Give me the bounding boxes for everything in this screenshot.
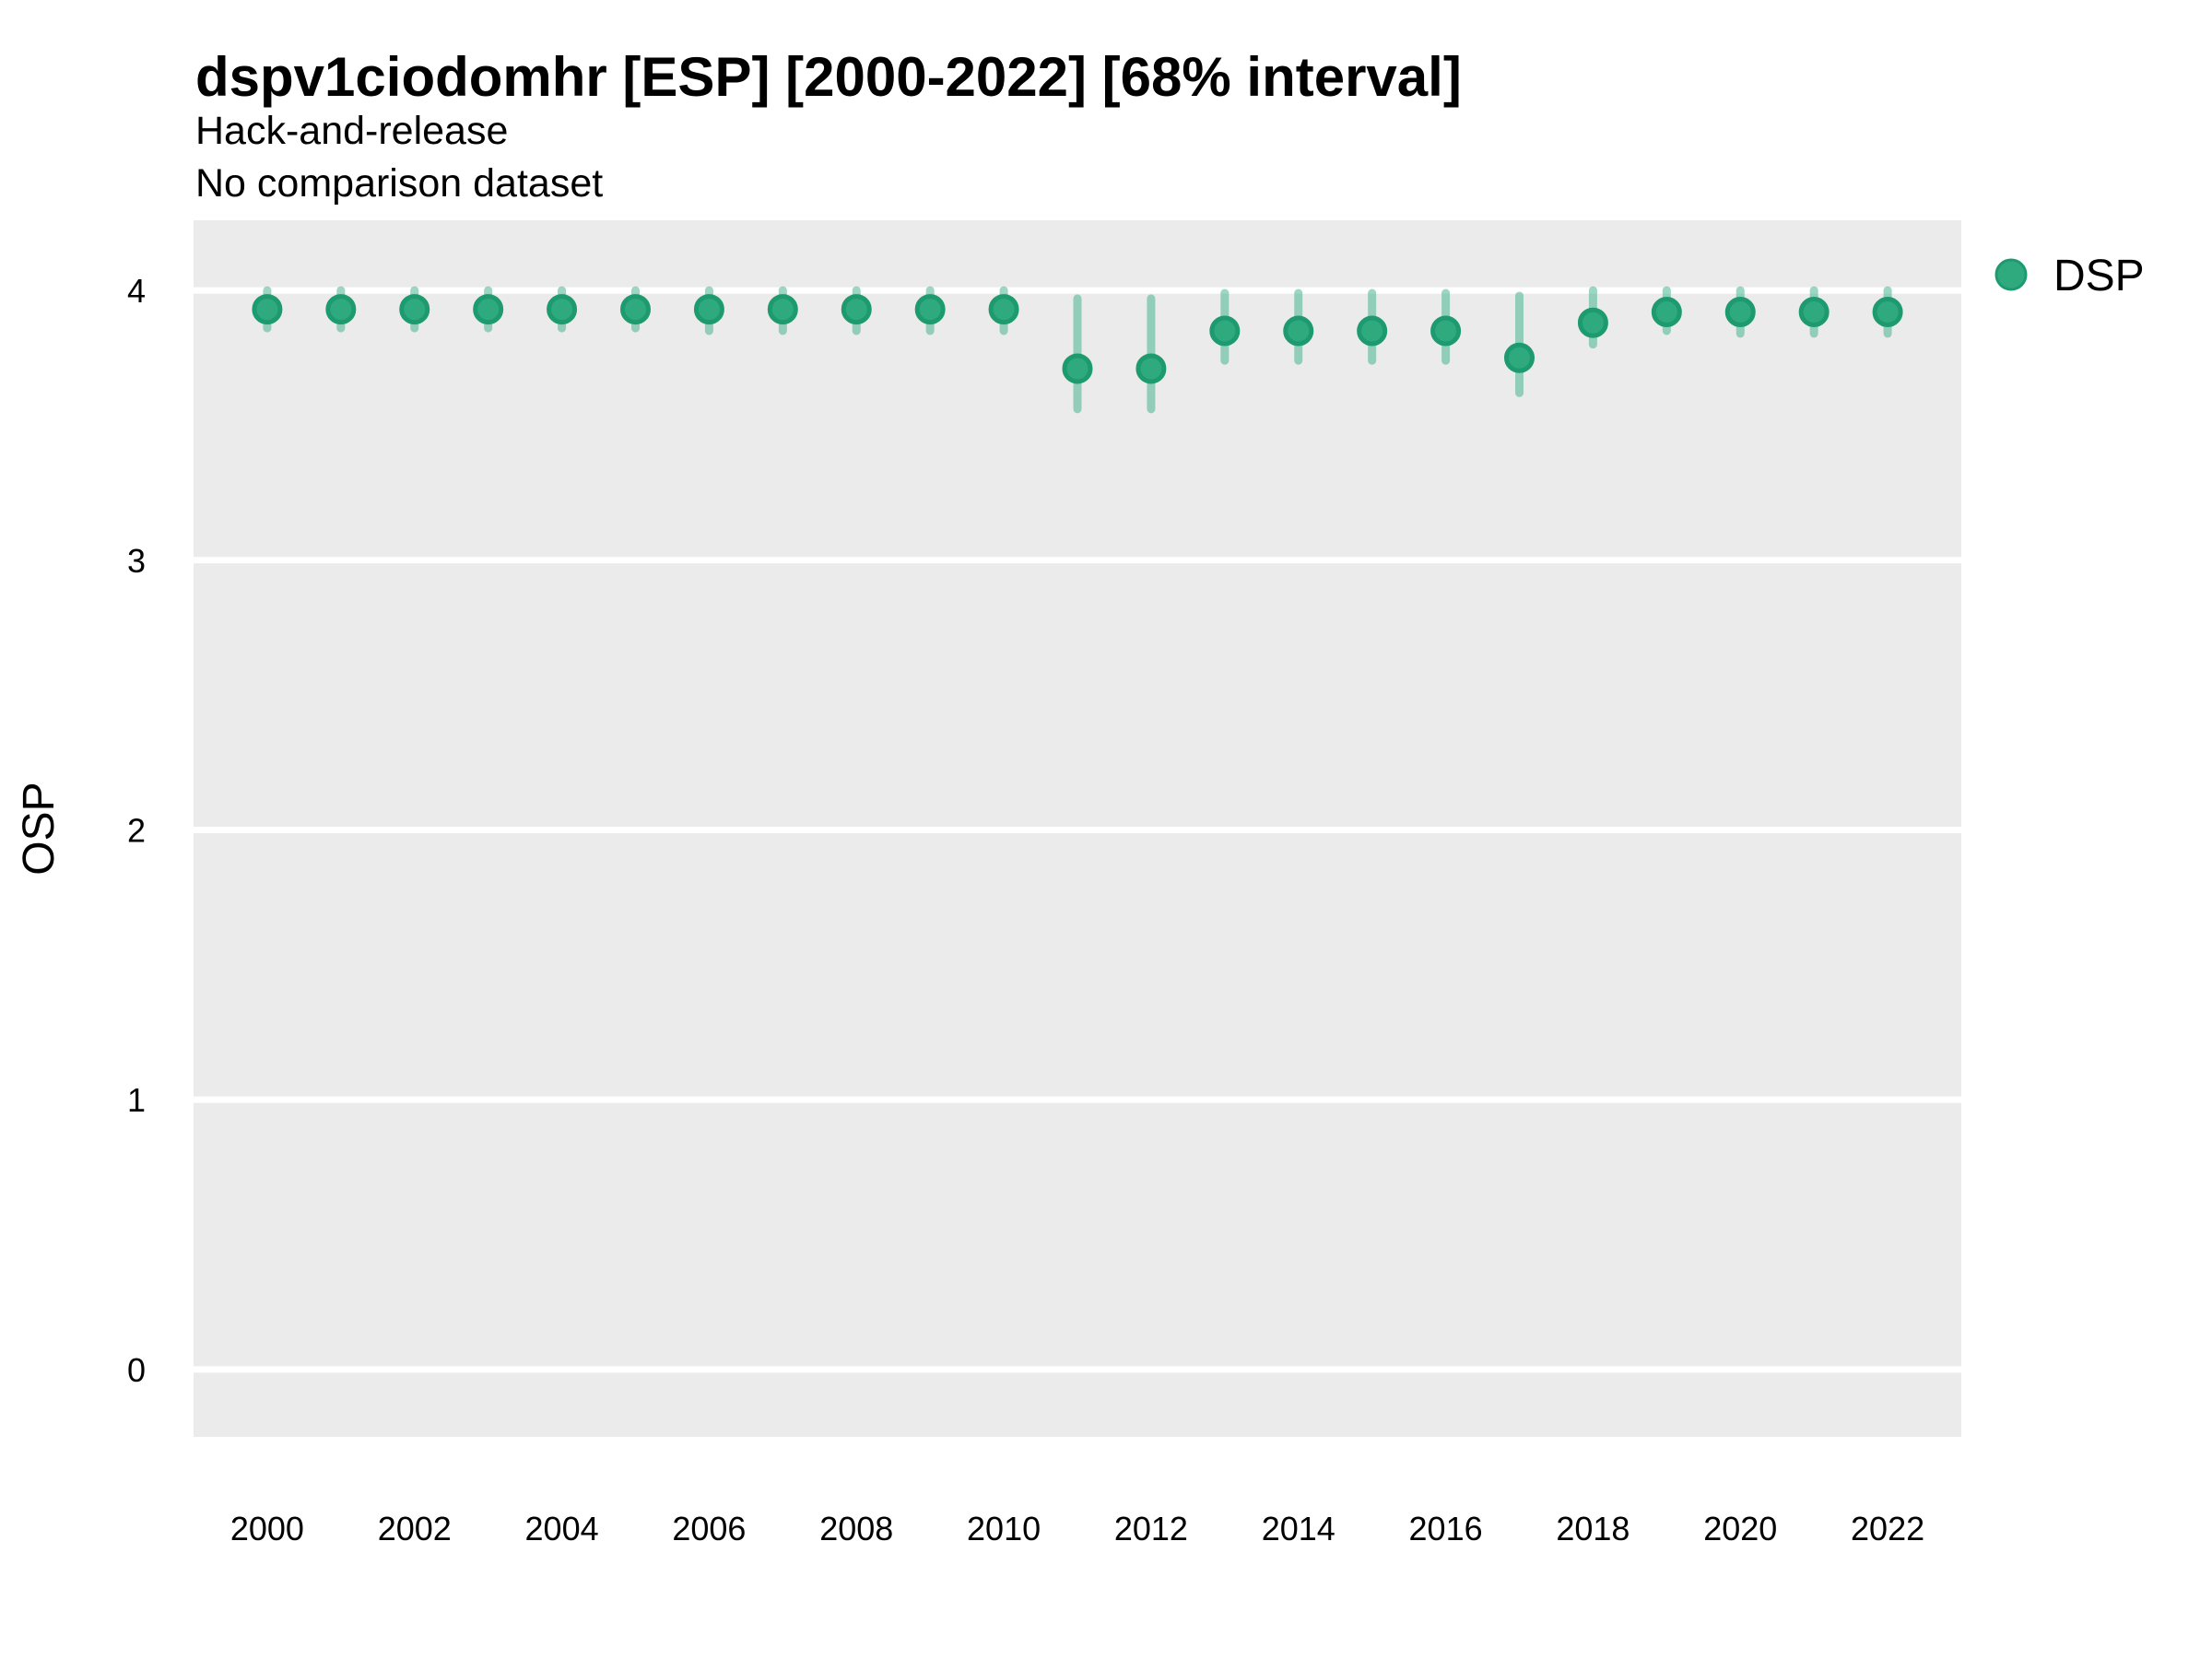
data-point-2004 [547,294,578,325]
x-tick-label-2014: 2014 [1262,1510,1335,1547]
data-point-2017 [1504,342,1535,373]
data-point-2006 [693,294,724,325]
x-tick-label-2018: 2018 [1556,1510,1630,1547]
data-point-2011 [1062,353,1093,384]
data-point-2003 [473,294,504,325]
data-point-2002 [399,294,430,325]
data-point-2018 [1577,307,1608,338]
y-tick-label-1: 1 [127,1081,146,1119]
legend-point-icon [1994,258,2028,291]
data-point-2007 [767,294,798,325]
data-point-2021 [1798,297,1830,328]
data-point-2014 [1283,315,1314,347]
data-point-2012 [1135,353,1167,384]
data-point-2008 [841,294,872,325]
data-point-2005 [620,294,651,325]
legend-label: DSP [2053,252,2145,300]
y-axis-title: OSP [15,782,64,875]
data-point-2016 [1430,315,1462,347]
data-point-2009 [914,294,946,325]
x-axis-tick-labels: 2000 2002 2004 2006 2008 2010 2012 2014 2016 2018… [230,1510,1924,1547]
data-point-2000 [252,294,283,325]
data-point-2015 [1357,315,1388,347]
legend: DSP [1994,252,2145,300]
y-tick-label-0: 0 [127,1351,146,1389]
x-tick-label-2016: 2016 [1409,1510,1483,1547]
x-tick-label-2006: 2006 [672,1510,746,1547]
x-tick-label-2010: 2010 [967,1510,1041,1547]
x-tick-label-2002: 2002 [378,1510,452,1547]
y-tick-label-4: 4 [127,272,146,310]
x-tick-label-2012: 2012 [1114,1510,1188,1547]
x-tick-label-2004: 2004 [525,1510,599,1547]
data-point-2013 [1209,315,1241,347]
y-axis-tick-labels: 0 1 2 3 4 [127,272,146,1389]
data-point-2010 [988,294,1019,325]
y-tick-label-3: 3 [127,542,146,580]
data-point-2019 [1651,297,1682,328]
chart-title: dspv1ciodomhr [ESP] [2000-2022] [68% int… [195,46,1462,108]
x-tick-label-2000: 2000 [230,1510,304,1547]
data-point-2020 [1724,297,1756,328]
x-tick-label-2008: 2008 [819,1510,893,1547]
x-tick-label-2022: 2022 [1851,1510,1924,1547]
gridlines [194,287,1961,1373]
data-point-2001 [325,294,357,325]
chart-subtitle-line1: Hack-and-release [195,109,508,153]
x-tick-label-2020: 2020 [1703,1510,1777,1547]
data-marks [252,286,1903,414]
chart-subtitle-line2: No comparison dataset [195,161,603,206]
data-point-2022 [1872,297,1903,328]
y-tick-label-2: 2 [127,811,146,849]
